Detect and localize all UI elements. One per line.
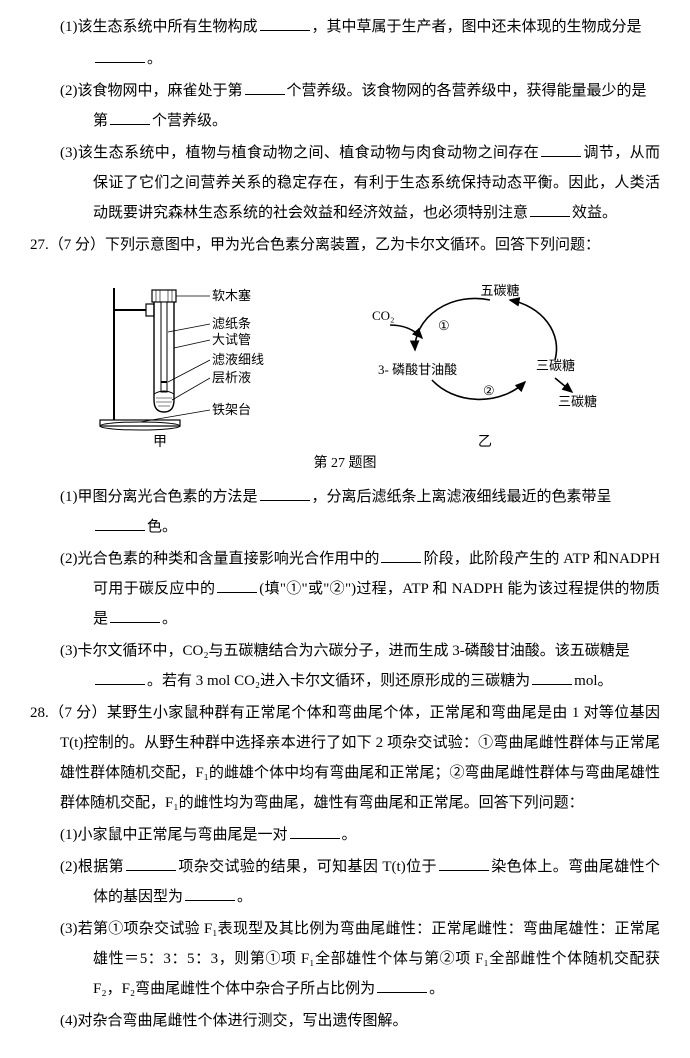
label-cork: 软木塞 [212,288,251,303]
blank[interactable] [530,201,570,218]
q27-caption: 第 27 题图 [30,450,660,478]
blank[interactable] [377,977,427,994]
label-solvent: 层析液 [212,370,251,385]
text: 28.（7 分）某野生小家鼠种群有正常尾个体和弯曲尾个体，正常尾和弯曲尾是由 1… [30,705,660,811]
label-strip: 滤纸条 [212,316,251,331]
blank[interactable] [126,855,176,872]
blank[interactable] [439,855,489,872]
label-triose2: 三碳糖 [558,394,597,409]
blank[interactable] [110,607,160,624]
label-stand: 铁架台 [212,402,251,417]
blank[interactable] [95,47,145,64]
q27-figures: 软木塞 滤纸条 大试管 滤液细线 层析液 铁架台 甲 五碳糖 CO₂ 3- 磷酸… [30,270,660,450]
figure-jia: 软木塞 滤纸条 大试管 滤液细线 层析液 铁架台 甲 [90,270,300,450]
q26-part2: (2)该食物网中，麻雀处于第 个营养级。该食物网的各营养级中，获得能量最少的是 第… [30,76,660,136]
label-co2: CO₂ [372,308,395,323]
q28-part4: (4)对杂合弯曲尾雌性个体进行测交，写出遗传图解。 [30,1006,660,1036]
blank[interactable] [541,141,581,158]
blank[interactable] [290,823,340,840]
q26-part1b: 。 [30,44,660,74]
text: (2)根据第 [60,859,124,875]
q26-part1: (1)该生态系统中所有生物构成 ，其中草属于生产者，图中还未体现的生物成分是 [30,12,660,42]
text: 。 [342,827,357,843]
q28-part1: (1)小家鼠中正常尾与弯曲尾是一对 。 [30,820,660,850]
text: (1)小家鼠中正常尾与弯曲尾是一对 [60,827,288,843]
q27-part2: (2)光合色素的种类和含量直接影响光合作用中的阶段，此阶段产生的 ATP 和NA… [30,544,660,634]
q26-part3: (3)该生态系统中，植物与植食动物之间、植食动物与肉食动物之间存在调节，从而保证… [30,138,660,228]
text: 第 [93,113,108,129]
text: (1)甲图分离光合色素的方法是 [60,489,258,505]
figure-yi: 五碳糖 CO₂ 3- 磷酸甘油酸 三碳糖 三碳糖 ① ② 乙 [360,270,600,450]
text: 。若有 3 mol CO₂进入卡尔文循环，则还原形成的三碳糖为 [147,673,530,689]
text: (3)该生态系统中，植物与植食动物之间、植食动物与肉食动物之间存在 [60,145,539,161]
text: 项杂交试验的结果，可知基因 T(t)位于 [178,859,437,875]
q27-header: 27.（7 分）下列示意图中，甲为光合色素分离装置，乙为卡尔文循环。回答下列问题… [30,230,660,260]
q28-part3: (3)若第①项杂交试验 F₁表现型及其比例为弯曲尾雌性：正常尾雌性：弯曲尾雄性：… [30,914,660,1004]
q28-header: 28.（7 分）某野生小家鼠种群有正常尾个体和弯曲尾个体，正常尾和弯曲尾是由 1… [30,698,660,818]
blank[interactable] [95,669,145,686]
blank[interactable] [110,109,150,126]
text: ，分离后滤纸条上离滤液细线最近的色素带呈 [312,489,612,505]
text: 个营养级。该食物网的各营养级中，获得能量最少的是 [287,83,647,99]
label-n1: ① [438,318,450,333]
blank[interactable] [260,485,310,502]
text: 个营养级。 [152,113,227,129]
blank[interactable] [217,577,257,594]
text: (2)该食物网中，麻雀处于第 [60,83,243,99]
blank[interactable] [95,515,145,532]
blank[interactable] [260,15,310,32]
label-pga: 3- 磷酸甘油酸 [378,362,457,377]
text: (2)光合色素的种类和含量直接影响光合作用中的 [60,551,379,567]
blank[interactable] [532,669,572,686]
text: 。 [429,981,444,997]
label-pentose: 五碳糖 [480,283,519,298]
q27-part3: (3)卡尔文循环中，CO₂与五碳糖结合为六碳分子，进而生成 3-磷酸甘油酸。该五… [30,636,660,696]
text: 27.（7 分）下列示意图中，甲为光合色素分离装置，乙为卡尔文循环。回答下列问题… [30,237,600,253]
text: 色。 [147,519,177,535]
label-line: 滤液细线 [212,352,264,367]
blank[interactable] [381,547,421,564]
q27-part1: (1)甲图分离光合色素的方法是 ，分离后滤纸条上离滤液细线最近的色素带呈色。 [30,482,660,542]
text: (1)该生态系统中所有生物构成 [60,19,258,35]
caption-yi: 乙 [478,434,492,450]
label-triose1: 三碳糖 [536,358,575,373]
text: (4)对杂合弯曲尾雌性个体进行测交，写出遗传图解。 [60,1013,408,1029]
text: 。 [147,51,162,67]
text: (3)若第①项杂交试验 F₁表现型及其比例为弯曲尾雌性：正常尾雌性：弯曲尾雄性：… [60,921,660,997]
caption-jia: 甲 [153,435,167,450]
label-tube: 大试管 [212,332,251,347]
text: 效益。 [572,205,617,221]
blank[interactable] [245,79,285,96]
text: (3)卡尔文循环中，CO₂与五碳糖结合为六碳分子，进而生成 3-磷酸甘油酸。该五… [60,643,630,659]
label-n2: ② [483,383,495,398]
text: mol。 [574,673,612,689]
text: 。 [237,889,252,905]
text: ，其中草属于生产者，图中还未体现的生物成分是 [312,19,642,35]
q28-part2: (2)根据第项杂交试验的结果，可知基因 T(t)位于染色体上。弯曲尾雄性个体的基… [30,852,660,912]
text: 。 [162,611,177,627]
